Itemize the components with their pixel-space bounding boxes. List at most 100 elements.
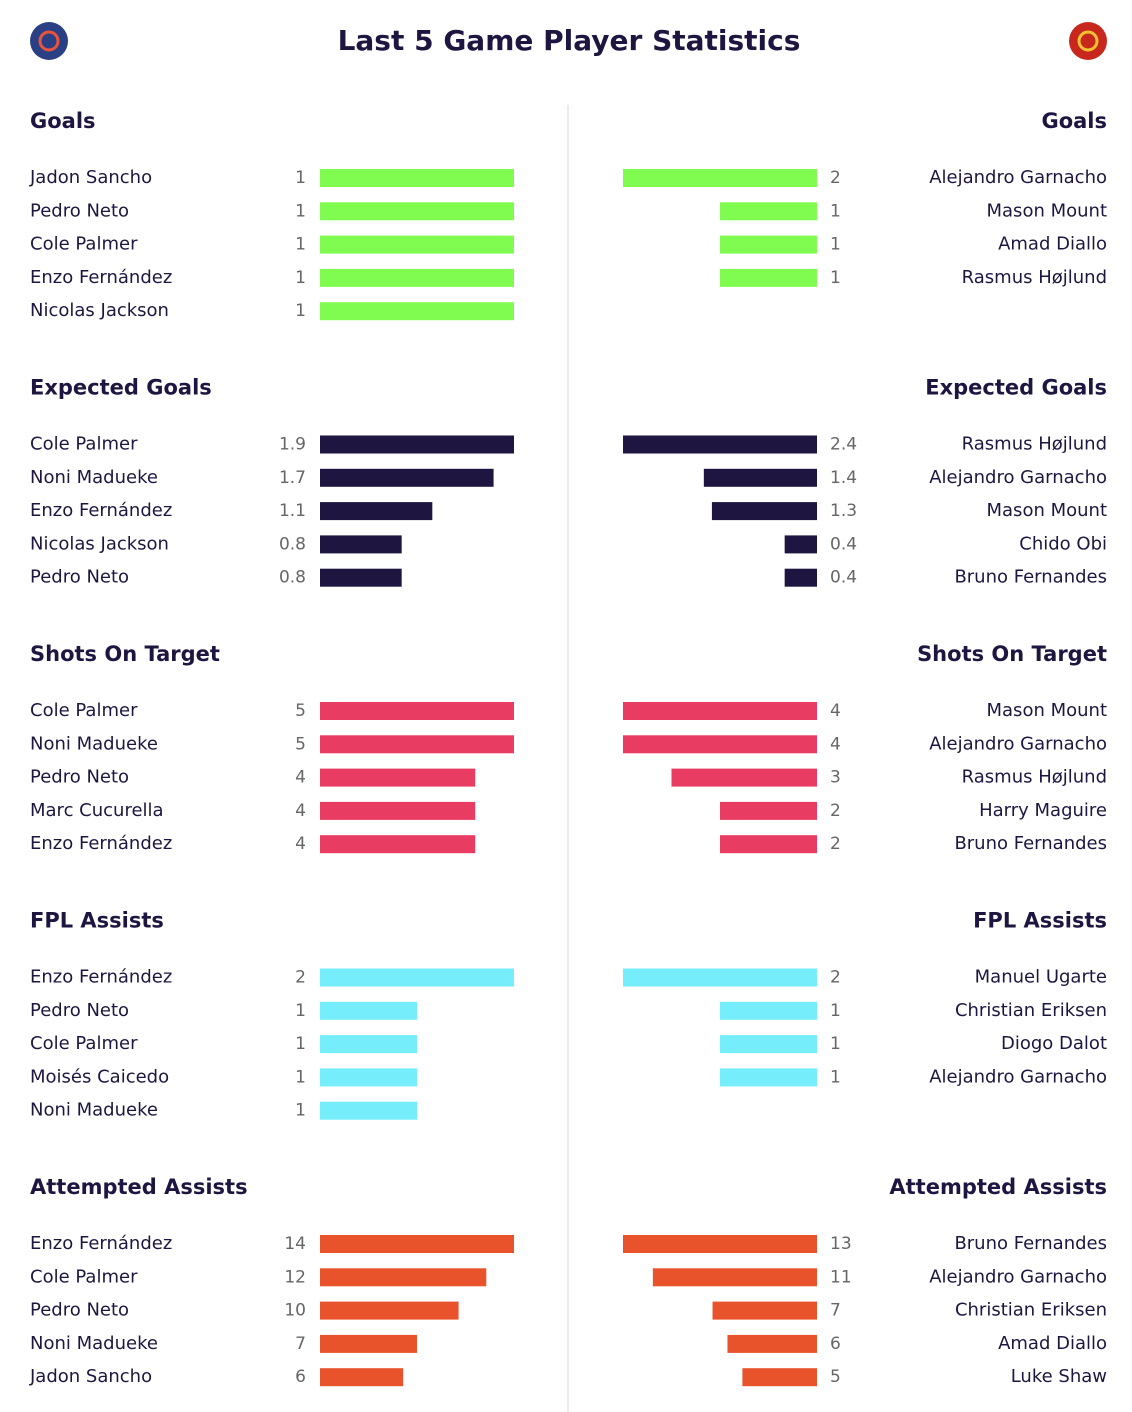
- player-name: Manuel Ugarte: [975, 967, 1107, 988]
- bar: [320, 268, 514, 287]
- bar: [623, 1235, 817, 1253]
- player-name: Harry Maguire: [979, 800, 1107, 821]
- home-badge: [30, 22, 68, 60]
- home-badge-icon: [38, 30, 60, 52]
- value-label: 1: [830, 235, 841, 255]
- bar: [320, 502, 433, 521]
- value-label: 2.4: [830, 435, 857, 455]
- value-label: 4: [295, 768, 306, 788]
- player-name: Christian Eriksen: [955, 1300, 1107, 1321]
- bar: [320, 1334, 417, 1353]
- value-label: 6: [295, 1367, 306, 1387]
- section-title: Goals: [1041, 109, 1107, 133]
- bar: [320, 1235, 514, 1253]
- player-name: Pedro Neto: [30, 1000, 129, 1021]
- player-name: Rasmus Højlund: [962, 767, 1107, 788]
- player-name: Jadon Sancho: [29, 167, 152, 188]
- bar: [720, 235, 817, 254]
- player-name: Marc Cucurella: [30, 800, 164, 821]
- bar: [720, 268, 817, 287]
- bar: [320, 568, 402, 587]
- value-label: 5: [295, 734, 306, 754]
- bar: [784, 568, 817, 587]
- section-title: Goals: [30, 109, 96, 133]
- player-name: Enzo Fernández: [30, 267, 172, 288]
- value-label: 1: [295, 1034, 306, 1054]
- value-label: 1: [295, 1067, 306, 1087]
- value-label: 7: [830, 1301, 841, 1321]
- value-label: 1: [295, 301, 306, 321]
- value-label: 4: [295, 801, 306, 821]
- bar: [720, 1035, 817, 1054]
- value-label: 2: [830, 801, 841, 821]
- page-title: Last 5 Game Player Statistics: [338, 24, 801, 57]
- player-name: Nicolas Jackson: [30, 300, 169, 321]
- value-label: 1: [295, 235, 306, 255]
- bar: [320, 202, 514, 221]
- bar: [652, 1268, 817, 1287]
- player-name: Cole Palmer: [30, 234, 138, 255]
- value-label: 2: [830, 968, 841, 988]
- value-label: 2: [295, 968, 306, 988]
- bar: [320, 801, 476, 820]
- value-label: 1: [295, 1001, 306, 1021]
- bar: [320, 169, 514, 187]
- player-name: Jadon Sancho: [29, 1366, 152, 1387]
- value-label: 4: [830, 701, 841, 721]
- bar: [320, 1101, 417, 1120]
- bar: [320, 1035, 417, 1054]
- player-name: Cole Palmer: [30, 1033, 138, 1054]
- away-badge: [1069, 22, 1107, 60]
- player-name: Chido Obi: [1019, 533, 1107, 554]
- value-label: 1: [295, 268, 306, 288]
- bar: [320, 1268, 487, 1287]
- value-label: 1: [295, 201, 306, 221]
- value-label: 7: [295, 1334, 306, 1354]
- value-label: 0.8: [279, 534, 306, 554]
- bar: [720, 1068, 817, 1087]
- player-name: Pedro Neto: [30, 767, 129, 788]
- player-name: Bruno Fernandes: [954, 833, 1107, 854]
- bar: [703, 468, 817, 487]
- player-name: Pedro Neto: [30, 200, 129, 221]
- bar: [320, 302, 514, 321]
- player-name: Cole Palmer: [30, 434, 138, 455]
- value-label: 1: [830, 1001, 841, 1021]
- bar: [320, 235, 514, 254]
- player-name: Amad Diallo: [998, 1333, 1107, 1354]
- section-title: Attempted Assists: [889, 1175, 1107, 1199]
- value-label: 2: [830, 834, 841, 854]
- player-name: Nicolas Jackson: [30, 533, 169, 554]
- away-badge-icon: [1077, 30, 1099, 52]
- player-name: Bruno Fernandes: [954, 1233, 1107, 1254]
- player-name: Rasmus Højlund: [962, 434, 1107, 455]
- value-label: 2: [830, 168, 841, 188]
- bar: [742, 1368, 817, 1387]
- value-label: 1: [830, 1034, 841, 1054]
- value-label: 1.3: [830, 501, 857, 521]
- bar: [727, 1334, 817, 1353]
- player-name: Pedro Neto: [30, 1300, 129, 1321]
- value-label: 5: [830, 1367, 841, 1387]
- bar: [720, 835, 817, 854]
- bar: [712, 1301, 817, 1320]
- bar: [320, 768, 476, 787]
- value-label: 1.4: [830, 468, 857, 488]
- player-name: Mason Mount: [987, 500, 1108, 521]
- bar: [711, 502, 817, 521]
- player-name: Mason Mount: [987, 200, 1108, 221]
- value-label: 1: [295, 168, 306, 188]
- player-name: Pedro Neto: [30, 567, 129, 588]
- bar: [623, 169, 817, 187]
- value-label: 1.7: [279, 468, 306, 488]
- player-name: Moisés Caicedo: [30, 1066, 169, 1087]
- value-label: 3: [830, 768, 841, 788]
- player-name: Cole Palmer: [30, 700, 138, 721]
- player-name: Enzo Fernández: [30, 500, 172, 521]
- bar: [720, 1001, 817, 1020]
- bar: [320, 735, 514, 754]
- player-name: Enzo Fernández: [30, 1233, 172, 1254]
- bar: [720, 801, 817, 820]
- value-label: 1: [830, 268, 841, 288]
